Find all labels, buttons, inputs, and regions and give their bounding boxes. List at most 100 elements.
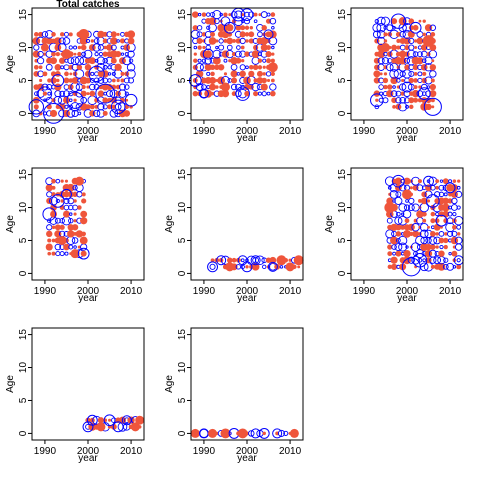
bubble [391,18,398,25]
bubble [385,63,394,72]
bubble [122,56,132,66]
bubble [198,428,209,439]
y-tick-label: 0 [18,270,29,276]
bubble [230,56,238,65]
bubble [77,247,90,260]
bubble [71,237,79,244]
bubble [416,216,424,225]
bubble [223,12,228,17]
bubble [96,56,106,65]
bubble [236,72,241,76]
bubble [107,104,112,110]
y-tick-label: 10 [18,42,29,54]
bubble [378,84,384,90]
bubble [47,91,52,96]
bubble [450,204,458,211]
bubble [46,224,53,231]
bubble [59,224,65,230]
bubble [73,45,78,50]
bubble [248,38,254,44]
bubble [403,230,411,238]
bubble [414,46,418,50]
bubble [38,111,43,116]
bubble [81,231,86,237]
bubble [423,97,442,116]
bubble [92,109,101,118]
bubble [112,421,124,433]
bubble [54,63,62,71]
y-tick-label: 0 [337,110,348,116]
bubble [209,64,216,71]
y-tick-label: 10 [177,202,188,214]
bubble [74,56,85,66]
bubble [47,238,52,243]
bubble [89,83,96,91]
x-axis-label: year [237,133,257,144]
bubble [204,50,212,58]
panel-3: 1990 2000 2010 0 5 10 15 year Age [324,7,464,144]
bubble [289,428,299,438]
bubble [237,428,248,439]
bubble-layer [82,414,145,433]
bubble [443,237,449,244]
bubble [257,91,262,96]
bubble [386,217,393,224]
bubble [190,428,200,438]
bubble [55,178,61,184]
bubble [443,257,449,263]
bubble [402,69,412,79]
bubble [424,250,433,258]
bubble [441,203,450,212]
bubble [32,96,40,104]
bubble [223,58,228,63]
bubble [190,29,200,39]
bubble [231,91,237,97]
y-tick-label: 0 [177,110,188,116]
bubble [107,78,112,83]
bubble [262,72,266,76]
bubble [442,178,449,185]
bubble [382,97,389,104]
bubble [110,99,126,115]
bubble [376,23,386,33]
plot-frame [190,167,304,281]
bubble [33,44,40,51]
bubble [69,212,73,216]
bubble [260,11,268,19]
x-tick-label: 2010 [279,126,302,137]
bubble [390,90,398,97]
y-tick-label: 0 [18,430,29,436]
bubble [456,232,461,236]
y-tick-label: 10 [337,42,348,54]
bubble [80,90,87,97]
bubble [223,21,236,34]
bubble [86,92,90,96]
bubble [380,16,391,26]
bubble [51,98,56,103]
bubble [421,58,427,63]
bubble [435,179,440,184]
bubble [443,192,448,197]
bubble [395,250,402,257]
bubble [435,245,439,249]
bubble [239,70,246,78]
bubble [416,37,424,45]
bubble [102,97,109,104]
bubble [90,39,94,43]
bubble [60,199,64,203]
bubble [33,104,39,110]
bubble [438,237,445,244]
bubble [394,196,403,205]
bubble [382,77,389,84]
bubble [425,243,432,251]
x-tick-label: 2010 [120,286,143,297]
bubble [399,96,406,104]
bubble [398,203,407,212]
bubble [297,265,301,269]
y-tick-label: 0 [177,270,188,276]
bubble [55,251,61,257]
bubble [50,57,58,65]
bubble [422,19,426,23]
bubble [58,103,66,111]
bubble [253,19,258,24]
